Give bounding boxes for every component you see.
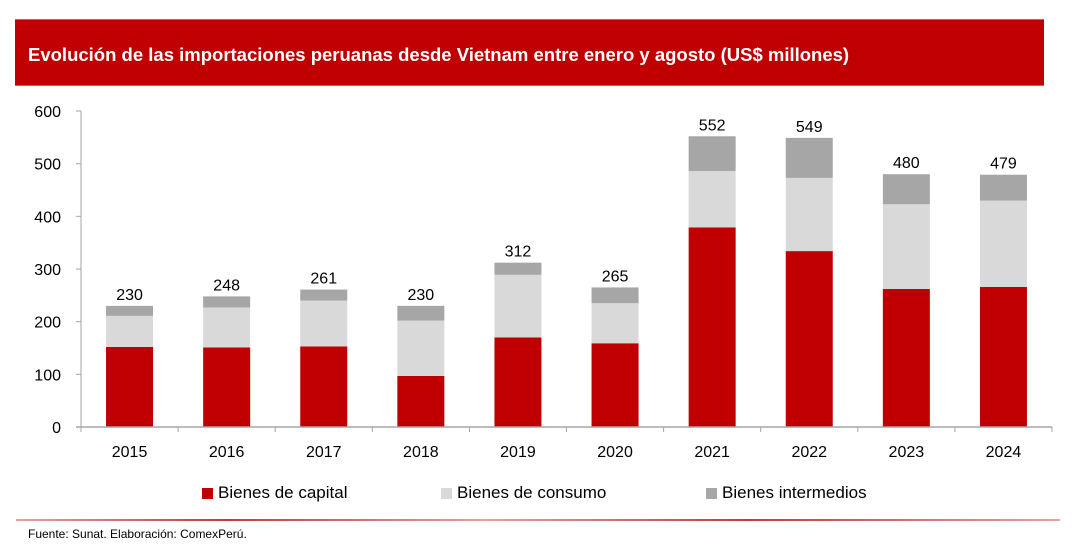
x-tick-label-2019: 2019 xyxy=(500,444,536,461)
total-label-2024: 479 xyxy=(990,156,1017,173)
bar-bienes-intermedios-2024 xyxy=(979,174,1027,201)
y-tick-label-0: 0 xyxy=(52,420,61,437)
bar-bienes-de-consumo-2019 xyxy=(494,274,542,338)
bar-bienes-de-consumo-2022 xyxy=(785,177,833,252)
bar-bienes-de-consumo-2017 xyxy=(300,300,348,347)
total-label-2015: 230 xyxy=(116,287,143,304)
total-label-2023: 480 xyxy=(893,155,920,172)
bar-bienes-de-capital-2018 xyxy=(397,375,445,427)
bar-bienes-de-capital-2021 xyxy=(688,227,736,427)
y-tick-label-600: 600 xyxy=(34,104,61,121)
bar-bienes-intermedios-2023 xyxy=(882,174,930,205)
legend-swatch-intermedios xyxy=(706,487,717,499)
source-note: Fuente: Sunat. Elaboración: ComexPerú. xyxy=(28,527,247,541)
legend-item-capital: Bienes de capital xyxy=(202,483,347,503)
total-label-2018: 230 xyxy=(407,287,434,304)
legend-label-consumo: Bienes de consumo xyxy=(457,483,607,502)
bar-bienes-de-consumo-2016 xyxy=(203,307,251,348)
legend-item-consumo: Bienes de consumo xyxy=(441,483,606,503)
footer-divider xyxy=(16,519,1060,521)
bar-bienes-de-consumo-2018 xyxy=(397,320,445,376)
y-tick-label-200: 200 xyxy=(34,315,61,332)
x-tick-label-2016: 2016 xyxy=(209,444,245,461)
bar-bienes-de-consumo-2024 xyxy=(979,200,1027,287)
bar-bienes-intermedios-2016 xyxy=(203,296,251,308)
total-label-2016: 248 xyxy=(213,277,240,294)
bar-bienes-intermedios-2022 xyxy=(785,137,833,178)
y-tick-label-500: 500 xyxy=(34,157,61,174)
x-tick-label-2022: 2022 xyxy=(791,444,827,461)
legend-item-intermedios: Bienes intermedios xyxy=(706,483,867,503)
chart-title-bar: Evolución de las importaciones peruanas … xyxy=(15,19,1044,86)
bar-bienes-intermedios-2017 xyxy=(300,289,348,301)
total-label-2017: 261 xyxy=(310,271,337,288)
legend-swatch-capital xyxy=(202,487,213,499)
bar-bienes-de-consumo-2015 xyxy=(106,315,154,347)
x-tick-label-2017: 2017 xyxy=(306,444,342,461)
stacked-bar-chart: 230 2015 248 2016 261 2017 230 2018 312 2019 265 20… xyxy=(34,104,1053,461)
bar-bienes-de-consumo-2023 xyxy=(882,204,930,290)
bar-bienes-de-consumo-2020 xyxy=(591,303,639,344)
x-tick-label-2020: 2020 xyxy=(597,444,633,461)
bar-bienes-intermedios-2018 xyxy=(397,305,445,321)
bar-bienes-de-capital-2019 xyxy=(494,337,542,427)
bar-bienes-intermedios-2015 xyxy=(106,305,154,316)
bar-bienes-intermedios-2020 xyxy=(591,287,639,304)
bar-bienes-de-capital-2015 xyxy=(106,346,154,427)
bar-bienes-de-capital-2016 xyxy=(203,347,251,427)
chart-title: Evolución de las importaciones peruanas … xyxy=(28,44,850,65)
x-tick-label-2021: 2021 xyxy=(694,444,730,461)
total-label-2022: 549 xyxy=(796,119,823,136)
total-label-2020: 265 xyxy=(602,268,629,285)
y-tick-label-300: 300 xyxy=(34,262,61,279)
y-tick-label-400: 400 xyxy=(34,209,61,226)
total-label-2019: 312 xyxy=(505,244,532,261)
labels-layer: 230 2015 248 2016 261 2017 230 2018 312 2019 265 20… xyxy=(34,104,1021,461)
x-tick-label-2024: 2024 xyxy=(986,444,1022,461)
bar-bienes-de-capital-2024 xyxy=(979,286,1027,427)
x-tick-label-2018: 2018 xyxy=(403,444,439,461)
x-tick-label-2015: 2015 xyxy=(112,444,148,461)
legend-label-capital: Bienes de capital xyxy=(218,483,348,502)
bar-bienes-intermedios-2021 xyxy=(688,136,736,172)
bar-bienes-de-capital-2022 xyxy=(785,251,833,427)
bars-layer xyxy=(106,136,1027,427)
legend: Bienes de capital Bienes de consumo Bien… xyxy=(0,483,1079,505)
bar-bienes-de-consumo-2021 xyxy=(688,171,736,228)
x-tick-label-2023: 2023 xyxy=(889,444,925,461)
legend-label-intermedios: Bienes intermedios xyxy=(722,483,867,502)
bar-bienes-de-capital-2023 xyxy=(882,289,930,427)
axes-layer xyxy=(76,110,1053,432)
bar-bienes-intermedios-2019 xyxy=(494,262,542,275)
bar-bienes-de-capital-2017 xyxy=(300,346,348,427)
bar-bienes-de-capital-2020 xyxy=(591,343,639,427)
y-tick-label-100: 100 xyxy=(34,367,61,384)
total-label-2021: 552 xyxy=(699,117,726,134)
legend-swatch-consumo xyxy=(441,487,452,499)
